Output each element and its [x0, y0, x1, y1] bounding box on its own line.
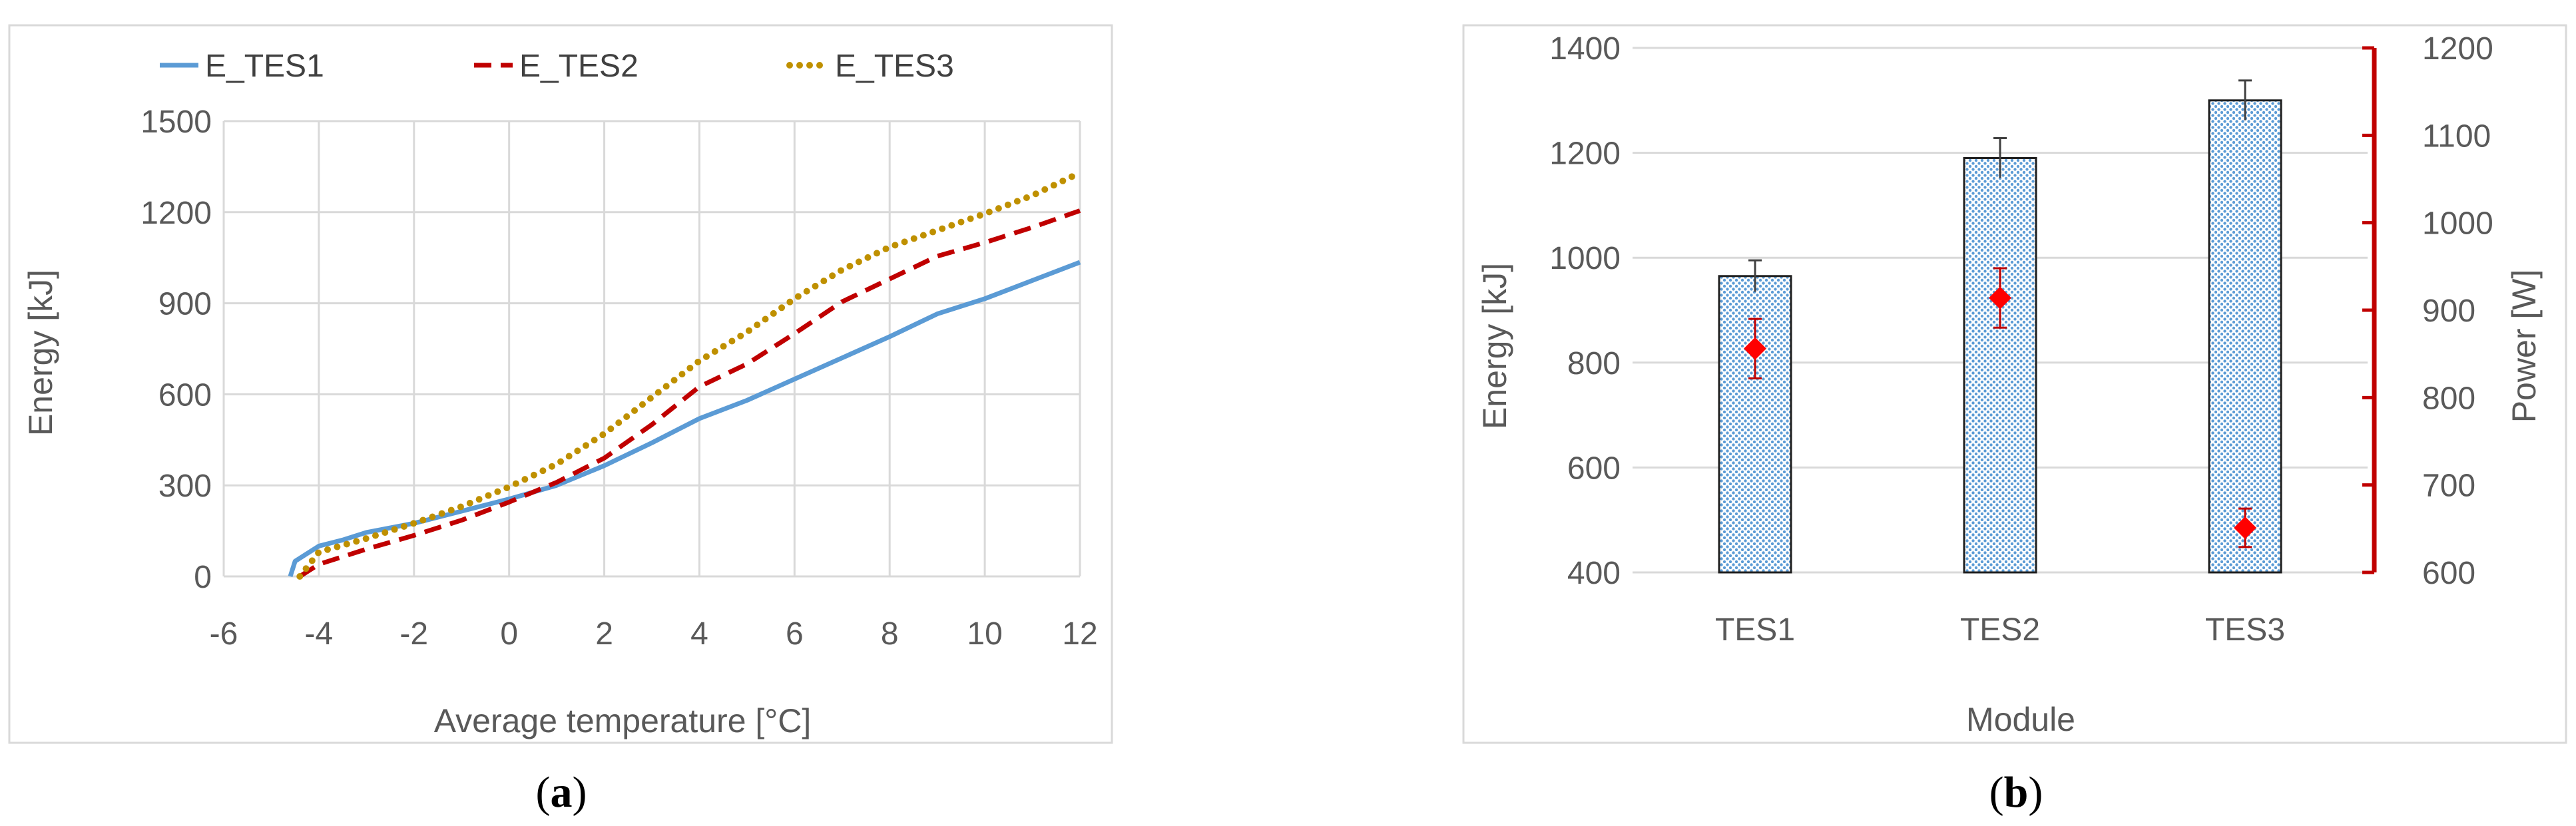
x-tick-label: 10 [967, 616, 1002, 652]
x-tick-label: TES3 [2205, 612, 2285, 648]
y2-tick-label: 900 [2422, 294, 2475, 329]
y-tick-label: 1200 [1549, 136, 1621, 172]
panel-b-frame [1462, 24, 2567, 744]
y2-tick-label: 600 [2422, 556, 2475, 591]
x-tick-label: 0 [500, 616, 518, 652]
panel-b-y-tick-labels: 400 600 800 1000 1200 1400 [1549, 31, 1621, 591]
y2-tick-label: 800 [2422, 381, 2475, 416]
panel-b-bars [1718, 79, 2282, 574]
x-tick-label: 4 [690, 616, 708, 652]
panel-a-frame [8, 24, 1113, 744]
panel-a-legend: E_TES1 E_TES2 E_TES3 [160, 49, 954, 84]
x-tick-label: 6 [786, 616, 804, 652]
panel-b-y-axis-title: Energy [kJ] [1476, 263, 1513, 429]
series-line-3 [296, 169, 1083, 580]
panel-b-y2-axis-title: Power [W] [2505, 270, 2543, 423]
panel-a-y-axis-title: Energy [kJ] [22, 270, 59, 436]
panel-b-power-markers [1744, 267, 2256, 548]
x-tick-label: 8 [881, 616, 899, 652]
y-tick-label: 800 [1567, 346, 1621, 381]
panel-a-y-tick-labels: 0 300 600 900 1200 1500 [140, 104, 212, 595]
y2-tick-label: 1200 [2422, 31, 2493, 67]
legend-label-1: E_TES1 [205, 49, 324, 84]
y-tick-label: 1200 [140, 196, 212, 231]
x-tick-label: -6 [210, 616, 238, 652]
y-tick-label: 400 [1567, 556, 1621, 591]
series-line-2 [298, 208, 1081, 578]
panel-b-x-axis-title: Module [1966, 701, 2075, 738]
panel-b-bar-chart: 400 600 800 1000 1200 1400 600 700 800 900 1000 11… [1462, 24, 2567, 817]
legend-label-3: E_TES3 [835, 49, 954, 84]
y-tick-label: 0 [194, 560, 212, 595]
power-marker-TES2 [1989, 286, 2011, 310]
y-tick-label: 300 [158, 469, 212, 504]
panel-b-secondary-axis: 600 700 800 900 1000 1100 1200 [2362, 31, 2493, 591]
panel-a-letter: a [551, 768, 573, 817]
panel-a-x-axis-title: Average temperature [°C] [434, 702, 812, 739]
series-line-1 [288, 260, 1081, 578]
x-tick-label: -4 [305, 616, 334, 652]
panel-b-label: (b) [1989, 768, 2043, 817]
panel-a-series-lines [288, 169, 1083, 580]
panel-a-line-chart: 0 300 600 900 1200 1500 -6 -4 -2 0 2 4 6 8 10 12 E_TES… [8, 24, 1113, 817]
legend-label-2: E_TES2 [519, 49, 639, 84]
panel-a-label: (a) [536, 768, 587, 817]
panel-a-x-tick-labels: -6 -4 -2 0 2 4 6 8 10 12 [210, 616, 1098, 652]
y2-tick-label: 700 [2422, 469, 2475, 504]
y2-tick-label: 1000 [2422, 206, 2493, 242]
bar-TES2 [1963, 156, 2037, 574]
panel-b-x-tick-labels: TES1 TES2 TES3 [1715, 612, 2285, 648]
y2-tick-label: 1100 [2422, 118, 2491, 154]
x-tick-label: 2 [595, 616, 613, 652]
y-tick-label: 1400 [1549, 31, 1621, 67]
x-tick-label: TES1 [1715, 612, 1795, 648]
y-tick-label: 900 [158, 287, 212, 322]
x-tick-label: TES2 [1960, 612, 2040, 648]
panel-b-letter: b [2004, 768, 2029, 817]
power-marker-TES3 [2234, 516, 2256, 540]
y-tick-label: 1000 [1549, 241, 1621, 276]
x-tick-label: -2 [399, 616, 428, 652]
y-tick-label: 600 [1567, 451, 1621, 486]
y-tick-label: 1500 [140, 104, 212, 140]
y-tick-label: 600 [158, 377, 212, 413]
x-tick-label: 12 [1062, 616, 1097, 652]
panel-a-gridlines [222, 120, 1081, 578]
bar-TES3 [2208, 99, 2282, 574]
power-marker-TES1 [1744, 337, 1766, 360]
